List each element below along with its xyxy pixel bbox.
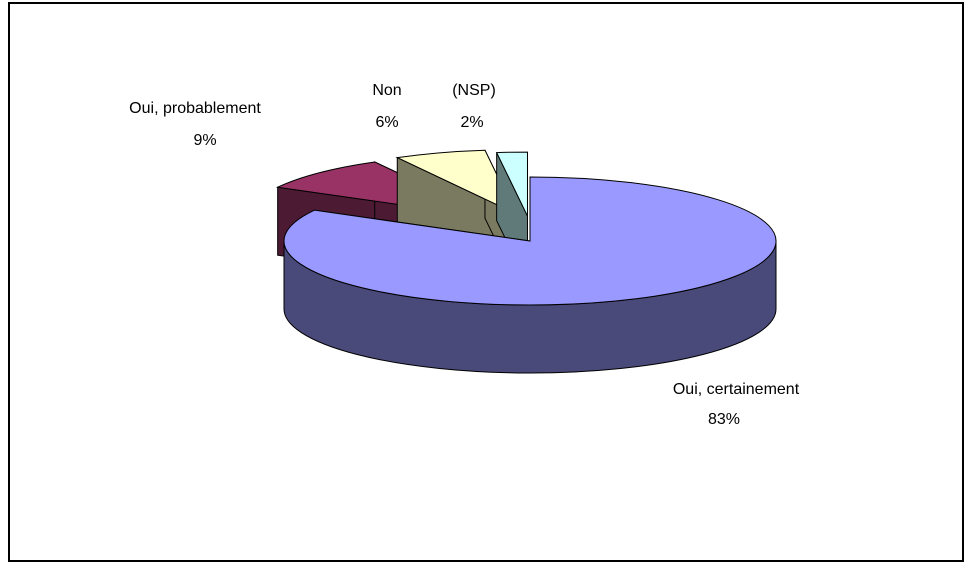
pie-chart: Oui, certainement 83% Oui, probablement … bbox=[129, 82, 800, 428]
slice-value-certainement: 83% bbox=[708, 411, 740, 428]
slice-value-nsp: 2% bbox=[460, 114, 483, 131]
slice-top-certainement bbox=[283, 176, 777, 306]
chart-frame: Oui, certainement 83% Oui, probablement … bbox=[8, 2, 964, 562]
slice-value-probablement: 9% bbox=[193, 132, 216, 149]
slice-label-probablement: Oui, probablement bbox=[129, 100, 261, 117]
slice-label-non: Non bbox=[372, 82, 401, 99]
pie-slice-certainement bbox=[283, 176, 777, 374]
slice-top-nsp bbox=[495, 151, 528, 217]
slice-label-nsp: (NSP) bbox=[452, 82, 496, 99]
slice-label-certainement: Oui, certainement bbox=[673, 381, 800, 398]
slice-value-non: 6% bbox=[375, 114, 398, 131]
slice-top-non bbox=[395, 149, 517, 215]
